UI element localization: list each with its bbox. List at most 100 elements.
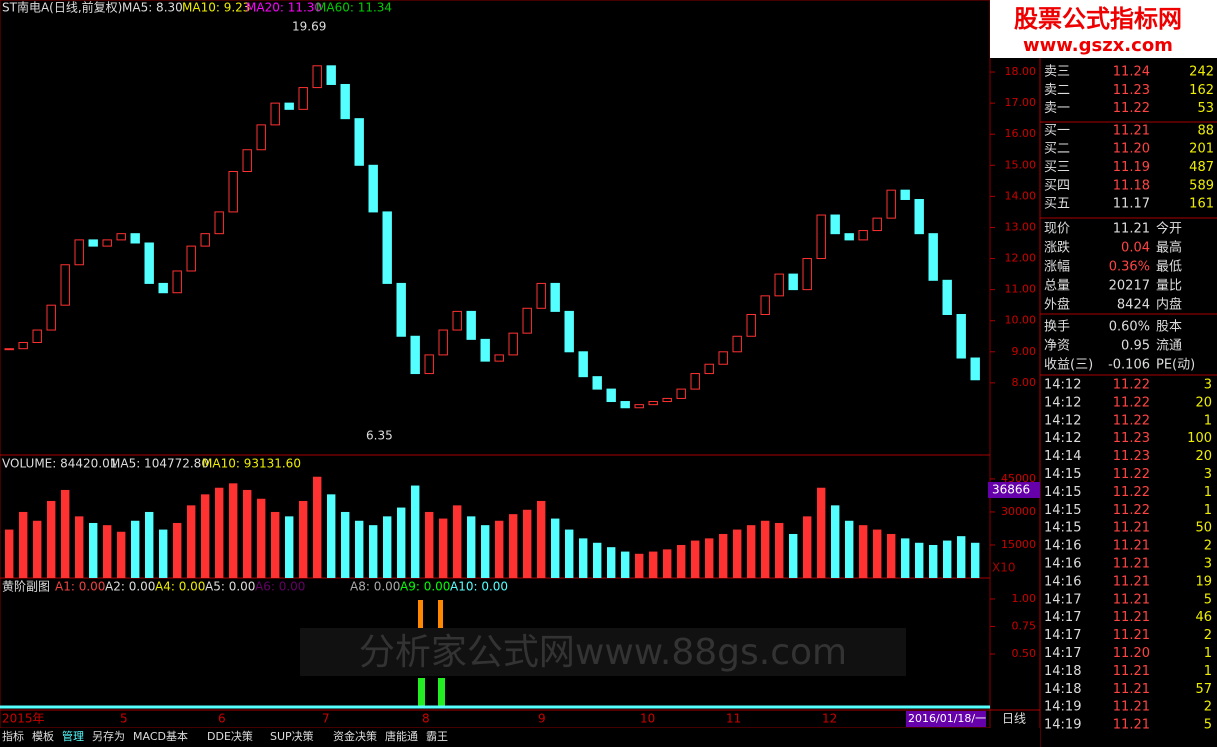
volume-bar — [537, 500, 546, 578]
current-date: 2016/01/18/一 — [908, 712, 986, 725]
cell: 11.18 — [1113, 178, 1150, 193]
indicator-label: A4: 0.00 — [155, 580, 205, 594]
candle — [704, 363, 714, 375]
tab[interactable]: 唐能通 — [385, 729, 418, 743]
candle — [564, 310, 574, 353]
volume-bar — [117, 531, 126, 578]
candle — [718, 351, 728, 365]
tab[interactable]: 管理 — [62, 729, 84, 743]
watermark-url: www.gszx.com — [1023, 35, 1173, 56]
cell: 19 — [1195, 574, 1212, 589]
candle — [284, 102, 294, 110]
cell: 2 — [1204, 628, 1212, 643]
volume-bar — [467, 516, 476, 578]
date-label: 11 — [726, 712, 741, 726]
cell: -0.106 — [1108, 358, 1150, 373]
volume-bar — [159, 529, 168, 578]
cell: 1 — [1204, 646, 1212, 661]
candle — [620, 401, 630, 409]
cell: 11.21 — [1113, 521, 1150, 536]
y-tick-label: 18.00 — [1005, 65, 1037, 78]
volume-bar — [593, 542, 602, 578]
tab[interactable]: MACD基本 — [133, 729, 188, 743]
cell: 14:16 — [1044, 557, 1081, 572]
candle — [242, 149, 252, 173]
candle — [732, 335, 742, 353]
candle — [4, 348, 14, 351]
volume-bar — [285, 516, 294, 578]
y-tick-label: 0.75 — [1012, 619, 1037, 632]
cell: 买一 — [1044, 123, 1070, 138]
volume-bar — [75, 516, 84, 578]
cell: 11.22 — [1113, 467, 1150, 482]
volume-bar — [271, 511, 280, 578]
cell: 14:17 — [1044, 592, 1081, 607]
y-tick-label: 15.00 — [1005, 158, 1037, 171]
current-box — [988, 482, 1040, 498]
tab[interactable]: 指标 — [2, 729, 24, 743]
volume-bar — [369, 525, 378, 578]
volume-bar — [131, 520, 140, 578]
cell: 14:15 — [1044, 521, 1081, 536]
indicator-label: A1: 0.00 — [55, 580, 105, 594]
tab[interactable]: 资金决策 — [333, 729, 377, 743]
ma5: MA5: 8.30 — [122, 1, 183, 15]
tab[interactable]: DDE决策 — [207, 729, 253, 743]
volume-ma10: MA10: 93131.60 — [202, 457, 301, 471]
indicator-title: 黄阶副图 — [2, 580, 50, 594]
cell: 1 — [1204, 413, 1212, 428]
volume-current: 36866 — [992, 483, 1030, 497]
candle — [228, 171, 238, 213]
volume-bar — [411, 485, 420, 578]
cell: 11.22 — [1113, 503, 1150, 518]
candle — [844, 233, 854, 241]
volume-bar — [971, 542, 980, 578]
cell: 11.23 — [1113, 431, 1150, 446]
cell: 11.19 — [1113, 160, 1150, 175]
tab[interactable]: 另存为 — [92, 729, 125, 743]
cell: 242 — [1189, 65, 1214, 80]
volume-bar — [453, 505, 462, 578]
tab[interactable]: 模板 — [32, 729, 54, 743]
volume-bar — [47, 500, 56, 578]
volume-bar — [579, 538, 588, 578]
volume-bar — [761, 520, 770, 578]
cell: 11.21 — [1113, 664, 1150, 679]
cell: 14:14 — [1044, 449, 1081, 464]
indicator-label: A9: 0.00 — [400, 580, 450, 594]
y-tick-label: 8.00 — [1012, 376, 1037, 389]
candle — [32, 329, 42, 343]
candle — [494, 354, 504, 362]
volume-bar — [649, 551, 658, 578]
cell: 11.24 — [1113, 65, 1150, 80]
candle — [522, 307, 532, 334]
candle — [466, 310, 476, 340]
candle — [970, 357, 980, 381]
date-label: 8 — [422, 712, 430, 726]
cell: 0.36% — [1109, 260, 1150, 275]
volume-bar — [355, 520, 364, 578]
cell: 今开 — [1156, 221, 1182, 237]
y-tick-label: 30000 — [1001, 505, 1036, 518]
candle — [60, 264, 70, 306]
cell: 11.21 — [1113, 592, 1150, 607]
candle — [200, 233, 210, 247]
volume-bar — [551, 518, 560, 578]
candle — [858, 230, 868, 241]
cell: 卖二 — [1044, 83, 1070, 98]
tab[interactable]: SUP决策 — [270, 729, 314, 743]
candle — [298, 87, 308, 110]
cell: 5 — [1204, 718, 1212, 733]
candle — [88, 239, 98, 247]
candle — [256, 124, 266, 151]
volume-bar — [705, 538, 714, 578]
candle — [326, 65, 336, 85]
cell: 11.22 — [1113, 413, 1150, 428]
cell: 最低 — [1156, 260, 1182, 275]
candle — [550, 282, 560, 312]
volume-bar — [943, 540, 952, 578]
volume-bar — [425, 511, 434, 578]
tab[interactable]: 霸王 — [426, 730, 448, 743]
volume-bar — [677, 544, 686, 578]
cell: 11.21 — [1113, 557, 1150, 572]
